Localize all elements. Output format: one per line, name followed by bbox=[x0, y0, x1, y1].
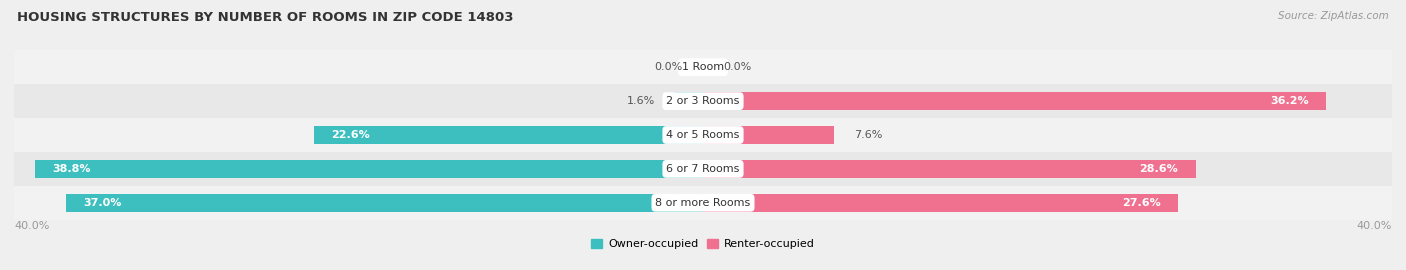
Text: 8 or more Rooms: 8 or more Rooms bbox=[655, 198, 751, 208]
Bar bbox=[703, 194, 1178, 212]
Text: Source: ZipAtlas.com: Source: ZipAtlas.com bbox=[1278, 11, 1389, 21]
Bar bbox=[14, 186, 1392, 220]
Bar bbox=[314, 126, 703, 144]
Bar bbox=[675, 92, 703, 110]
Text: 38.8%: 38.8% bbox=[52, 164, 90, 174]
Bar bbox=[703, 92, 1326, 110]
Text: 0.0%: 0.0% bbox=[654, 62, 682, 72]
Text: 36.2%: 36.2% bbox=[1271, 96, 1309, 106]
Legend: Owner-occupied, Renter-occupied: Owner-occupied, Renter-occupied bbox=[586, 235, 820, 254]
Bar bbox=[14, 84, 1392, 118]
Text: 1.6%: 1.6% bbox=[627, 96, 655, 106]
Text: 37.0%: 37.0% bbox=[83, 198, 121, 208]
Text: 4 or 5 Rooms: 4 or 5 Rooms bbox=[666, 130, 740, 140]
Text: 27.6%: 27.6% bbox=[1122, 198, 1161, 208]
Bar bbox=[66, 194, 703, 212]
Text: 22.6%: 22.6% bbox=[330, 130, 370, 140]
Text: 28.6%: 28.6% bbox=[1140, 164, 1178, 174]
Bar bbox=[14, 152, 1392, 186]
Bar bbox=[703, 126, 834, 144]
Text: 40.0%: 40.0% bbox=[1357, 221, 1392, 231]
Text: 40.0%: 40.0% bbox=[14, 221, 49, 231]
Bar bbox=[35, 160, 703, 178]
Text: 6 or 7 Rooms: 6 or 7 Rooms bbox=[666, 164, 740, 174]
Text: 2 or 3 Rooms: 2 or 3 Rooms bbox=[666, 96, 740, 106]
Bar bbox=[14, 50, 1392, 84]
Text: 7.6%: 7.6% bbox=[855, 130, 883, 140]
Bar bbox=[703, 160, 1195, 178]
Text: HOUSING STRUCTURES BY NUMBER OF ROOMS IN ZIP CODE 14803: HOUSING STRUCTURES BY NUMBER OF ROOMS IN… bbox=[17, 11, 513, 24]
Text: 0.0%: 0.0% bbox=[724, 62, 752, 72]
Text: 1 Room: 1 Room bbox=[682, 62, 724, 72]
Bar bbox=[14, 118, 1392, 152]
